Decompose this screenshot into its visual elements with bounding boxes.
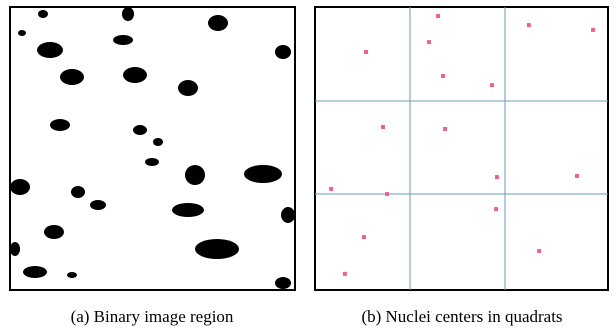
nucleus-center xyxy=(436,14,440,18)
nucleus-center xyxy=(494,207,498,211)
nucleus-center xyxy=(575,174,579,178)
binary-image xyxy=(10,7,295,290)
nucleus-center xyxy=(591,28,595,32)
nucleus-center xyxy=(362,235,366,239)
quadrat-panel xyxy=(315,7,608,290)
caption: (b) Nuclei centers in quadrats xyxy=(361,307,562,326)
nucleus-center xyxy=(537,249,541,253)
nucleus-center xyxy=(443,127,447,131)
nucleus-center xyxy=(441,74,445,78)
nucleus-center xyxy=(329,187,333,191)
nucleus-center xyxy=(427,40,431,44)
nucleus-center xyxy=(385,192,389,196)
panel-frame xyxy=(315,7,608,290)
nucleus-center xyxy=(381,125,385,129)
nucleus-center xyxy=(343,272,347,276)
nucleus-center xyxy=(495,175,499,179)
nucleus-center xyxy=(364,50,368,54)
nucleus-center xyxy=(527,23,531,27)
nucleus-center xyxy=(490,83,494,87)
caption: (a) Binary image region xyxy=(71,307,234,326)
figure: (a) Binary image region (b) Nuclei cente… xyxy=(0,0,616,328)
